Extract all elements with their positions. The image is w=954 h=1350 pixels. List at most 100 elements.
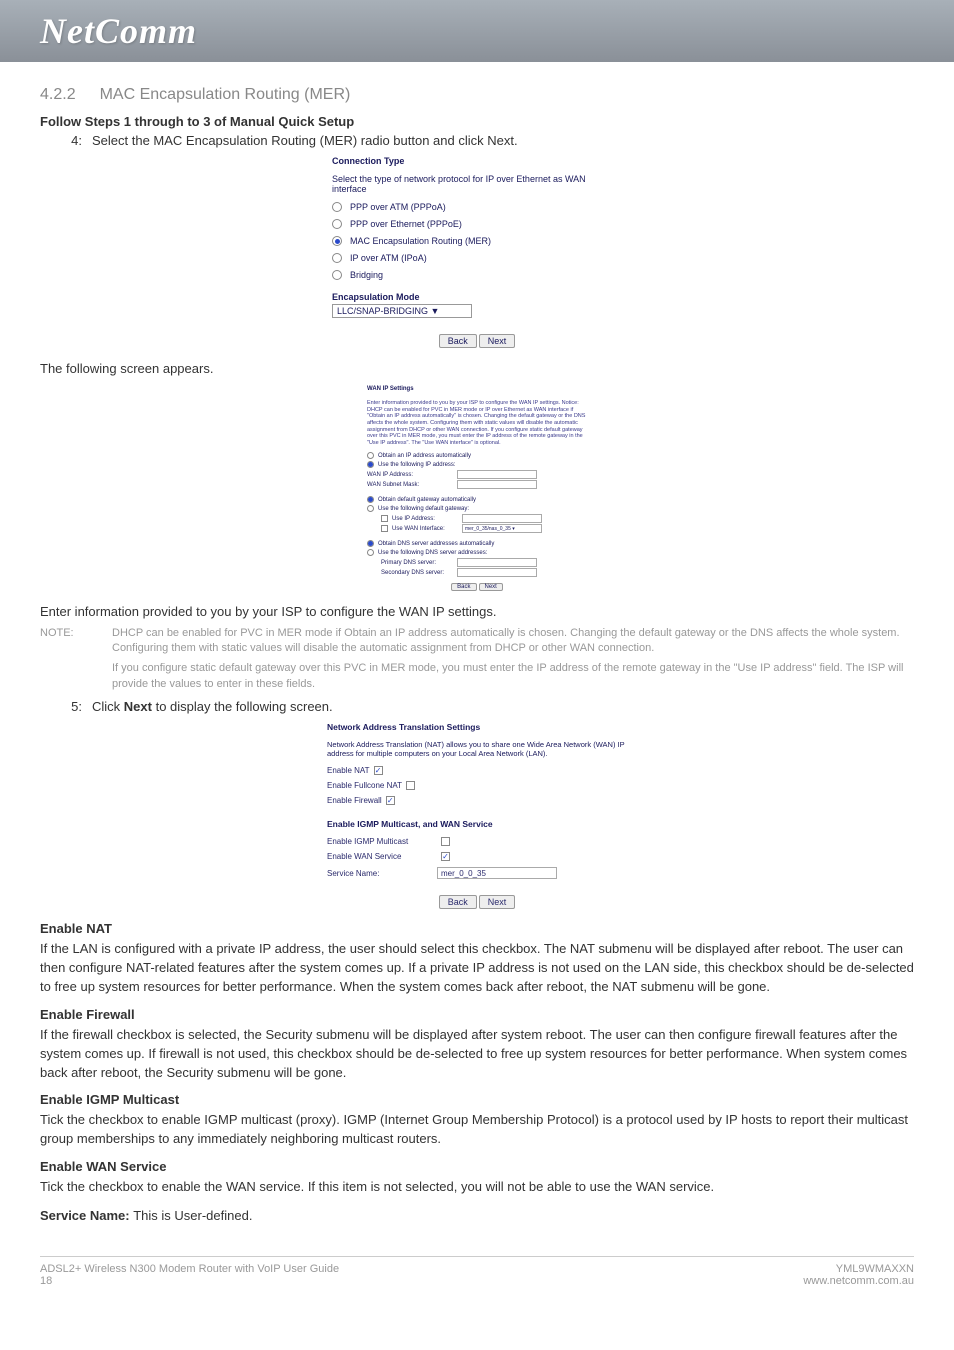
footer-model: YML9WMAXXN (803, 1263, 914, 1275)
wan-mask-label: WAN Subnet Mask: (367, 482, 457, 488)
ss-conn-desc: Select the type of network protocol for … (332, 174, 622, 194)
note-block: NOTE: DHCP can be enabled for PVC in MER… (40, 626, 914, 694)
sdns-label: Secondary DNS server: (381, 570, 457, 576)
radio-label: MAC Encapsulation Routing (MER) (350, 236, 491, 246)
use-ip-checkbox[interactable] (381, 515, 388, 522)
enable-igmp-checkbox[interactable] (441, 837, 450, 846)
nat-settings-screenshot: Network Address Translation Settings Net… (327, 722, 627, 909)
next-button[interactable]: Next (479, 895, 516, 909)
use-ip-input[interactable] (462, 514, 542, 523)
enable-firewall-heading: Enable Firewall (40, 1007, 914, 1022)
enable-wan-checkbox[interactable] (441, 852, 450, 861)
radio-use-gw[interactable] (367, 505, 374, 512)
radio-button[interactable] (332, 270, 342, 280)
enc-mode-label: Encapsulation Mode (332, 292, 622, 302)
radio-label: PPP over ATM (PPPoA) (350, 202, 446, 212)
follow-steps-heading: Follow Steps 1 through to 3 of Manual Qu… (40, 114, 914, 129)
wan-mask-input[interactable] (457, 480, 537, 489)
enable-wan-heading: Enable WAN Service (40, 1159, 914, 1174)
conn-type-option: MAC Encapsulation Routing (MER) (332, 236, 622, 246)
enable-fullcone-checkbox[interactable] (406, 781, 415, 790)
back-button[interactable]: Back (451, 583, 476, 591)
next-button[interactable]: Next (479, 583, 503, 591)
enc-mode-select[interactable]: LLC/SNAP-BRIDGING ▼ (332, 304, 472, 318)
service-name-input[interactable]: mer_0_0_35 (437, 867, 557, 879)
sdns-input[interactable] (457, 568, 537, 577)
step5-post: to display the following screen. (152, 699, 333, 714)
nat-ss-section2: Enable IGMP Multicast, and WAN Service (327, 819, 627, 829)
following-screen-text: The following screen appears. (40, 360, 914, 378)
radio-label: Obtain default gateway automatically (378, 497, 476, 503)
radio-button[interactable] (332, 202, 342, 212)
step-5: 5: Click Next to display the following s… (40, 699, 914, 714)
next-button[interactable]: Next (479, 334, 516, 348)
pdns-input[interactable] (457, 558, 537, 567)
note-label: NOTE: (40, 626, 112, 694)
use-wan-select[interactable]: mer_0_35/nas_0_35 ▾ (462, 524, 542, 533)
radio-label: Use the following DNS server addresses: (378, 550, 487, 556)
page-footer: ADSL2+ Wireless N300 Modem Router with V… (40, 1256, 914, 1317)
enable-firewall-label: Enable Firewall (327, 796, 382, 805)
nat-ss-desc: Network Address Translation (NAT) allows… (327, 740, 627, 758)
use-wan-checkbox[interactable] (381, 525, 388, 532)
section-heading: 4.2.2MAC Encapsulation Routing (MER) (40, 86, 914, 104)
enable-nat-checkbox[interactable] (374, 766, 383, 775)
step5-bold: Next (124, 699, 152, 714)
radio-label: Bridging (350, 270, 383, 280)
wan-ip-settings-screenshot: WAN IP Settings Enter information provid… (367, 386, 587, 591)
wan-ss-blurb: Enter information provided to you by you… (367, 400, 587, 446)
radio-obtain-ip-auto[interactable] (367, 452, 374, 459)
radio-button[interactable] (332, 219, 342, 229)
back-button[interactable]: Back (439, 895, 477, 909)
radio-label: Obtain an IP address automatically (378, 453, 471, 459)
enable-firewall-checkbox[interactable] (386, 796, 395, 805)
page-content: 4.2.2MAC Encapsulation Routing (MER) Fol… (0, 62, 954, 1246)
wan-ss-title: WAN IP Settings (367, 386, 587, 392)
step-number: 4: (40, 133, 92, 148)
radio-label: Obtain DNS server addresses automaticall… (378, 541, 494, 547)
conn-type-option: IP over ATM (IPoA) (332, 253, 622, 263)
enable-firewall-para: If the firewall checkbox is selected, th… (40, 1026, 914, 1083)
connection-type-screenshot: Connection Type Select the type of netwo… (332, 156, 622, 348)
radio-obtain-dns-auto[interactable] (367, 540, 374, 547)
conn-type-option: PPP over ATM (PPPoA) (332, 202, 622, 212)
step-text: Select the MAC Encapsulation Routing (ME… (92, 133, 914, 148)
encapsulation-mode: Encapsulation Mode LLC/SNAP-BRIDGING ▼ (332, 292, 622, 318)
radio-use-dns[interactable] (367, 549, 374, 556)
radio-use-ip[interactable] (367, 461, 374, 468)
step5-pre: Click (92, 699, 124, 714)
nat-ss-title: Network Address Translation Settings (327, 722, 627, 732)
radio-button[interactable] (332, 236, 342, 246)
footer-url: www.netcomm.com.au (803, 1275, 914, 1287)
footer-left: ADSL2+ Wireless N300 Modem Router with V… (40, 1263, 339, 1287)
footer-right: YML9WMAXXN www.netcomm.com.au (803, 1263, 914, 1287)
wan-ip-label: WAN IP Address: (367, 472, 457, 478)
back-button[interactable]: Back (439, 334, 477, 348)
enable-nat-para: If the LAN is configured with a private … (40, 940, 914, 997)
enable-fullcone-label: Enable Fullcone NAT (327, 781, 402, 790)
service-name-bold: Service Name: (40, 1208, 133, 1223)
note-text-1: DHCP can be enabled for PVC in MER mode … (112, 626, 914, 658)
use-wan-label: Use WAN Interface: (392, 526, 462, 532)
conn-type-option: Bridging (332, 270, 622, 280)
step-text: Click Next to display the following scre… (92, 699, 914, 714)
enable-nat-label: Enable NAT (327, 766, 370, 775)
note-text-2: If you configure static default gateway … (112, 661, 914, 693)
wan-ip-input[interactable] (457, 470, 537, 479)
use-ip-label: Use IP Address: (392, 516, 462, 522)
footer-doc-title: ADSL2+ Wireless N300 Modem Router with V… (40, 1263, 339, 1275)
section-number: 4.2.2 (40, 86, 76, 103)
service-name-label: Service Name: (327, 869, 437, 878)
pdns-label: Primary DNS server: (381, 560, 457, 566)
service-name-rest: This is User-defined. (133, 1208, 252, 1223)
enable-igmp-heading: Enable IGMP Multicast (40, 1092, 914, 1107)
step-4: 4: Select the MAC Encapsulation Routing … (40, 133, 914, 148)
enable-igmp-para: Tick the checkbox to enable IGMP multica… (40, 1111, 914, 1149)
radio-button[interactable] (332, 253, 342, 263)
enable-wan-label: Enable WAN Service (327, 852, 437, 861)
radio-label: Use the following IP address: (378, 462, 456, 468)
radio-obtain-gw-auto[interactable] (367, 496, 374, 503)
enable-nat-heading: Enable NAT (40, 921, 914, 936)
enable-wan-para: Tick the checkbox to enable the WAN serv… (40, 1178, 914, 1197)
ss-conn-title: Connection Type (332, 156, 622, 166)
